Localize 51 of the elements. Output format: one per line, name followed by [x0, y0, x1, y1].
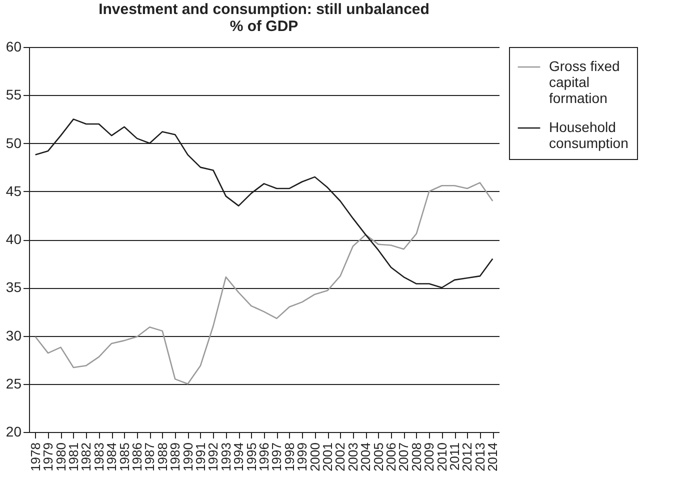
x-tick-label: 2004 [358, 442, 374, 472]
x-tick-label: 1994 [231, 442, 246, 472]
x-tick-label: 1978 [28, 442, 43, 472]
x-tick-label: 2001 [320, 442, 336, 472]
y-tick-label: 60 [6, 38, 22, 54]
line-series [34, 182, 494, 385]
y-tick-label: 25 [6, 375, 22, 392]
x-tick-label: 2014 [485, 442, 500, 472]
x-tick-label: 2006 [384, 442, 399, 472]
x-tick-label: 1992 [206, 442, 221, 472]
x-tick-label: 2003 [345, 442, 360, 472]
y-tick-label: 40 [6, 231, 22, 247]
x-tick-label: 1991 [192, 442, 208, 472]
x-tick-label: 2010 [434, 442, 450, 472]
x-tick-label: 2008 [408, 442, 424, 472]
x-tick-label: 2011 [447, 442, 462, 470]
x-tick-label: 1982 [78, 442, 94, 472]
x-tick-label: 1995 [244, 442, 259, 472]
chart-title: Investment and consumption: still unbalanced [98, 1, 430, 18]
x-tick-label: 1983 [91, 442, 106, 472]
chart-subtitle: % of GDP [230, 18, 298, 35]
legend-label: Gross fixed capital formation [549, 58, 620, 106]
x-tick-label: 1984 [104, 442, 120, 472]
y-tick-label: 45 [6, 182, 22, 199]
legend-label: Household consumption [549, 119, 628, 151]
x-tick-label: 1986 [129, 442, 144, 472]
x-tick-label: 1988 [154, 442, 170, 472]
x-tick-label: 1987 [142, 442, 158, 472]
y-tick-label: 30 [6, 327, 22, 344]
x-tick-label: 1996 [256, 442, 272, 472]
y-tick-label: 35 [6, 279, 22, 296]
y-tick-label: 20 [6, 424, 22, 440]
x-tick-label: 2002 [332, 442, 348, 472]
y-tick-label: 50 [6, 134, 22, 151]
x-tick-label: 1993 [218, 442, 234, 472]
x-tick-label: 2005 [370, 442, 386, 472]
x-tick-label: 1979 [40, 442, 56, 472]
x-tick-label: 1999 [294, 442, 310, 472]
x-tick-label: 1990 [180, 442, 196, 472]
x-tick-label: 2009 [422, 442, 437, 472]
x-tick-label: 1980 [53, 442, 68, 472]
x-tick-label: 2013 [472, 442, 488, 472]
x-tick-label: 2007 [396, 442, 412, 472]
x-tick-label: 1998 [282, 442, 297, 472]
x-tick-label: 1989 [168, 442, 183, 472]
x-tick-label: 2012 [460, 442, 475, 472]
y-tick-label: 55 [6, 86, 22, 103]
x-tick-label: 2000 [307, 442, 322, 472]
x-tick-label: 1985 [116, 442, 132, 472]
x-tick-label: 1997 [269, 442, 284, 472]
x-tick-label: 1981 [66, 442, 81, 472]
